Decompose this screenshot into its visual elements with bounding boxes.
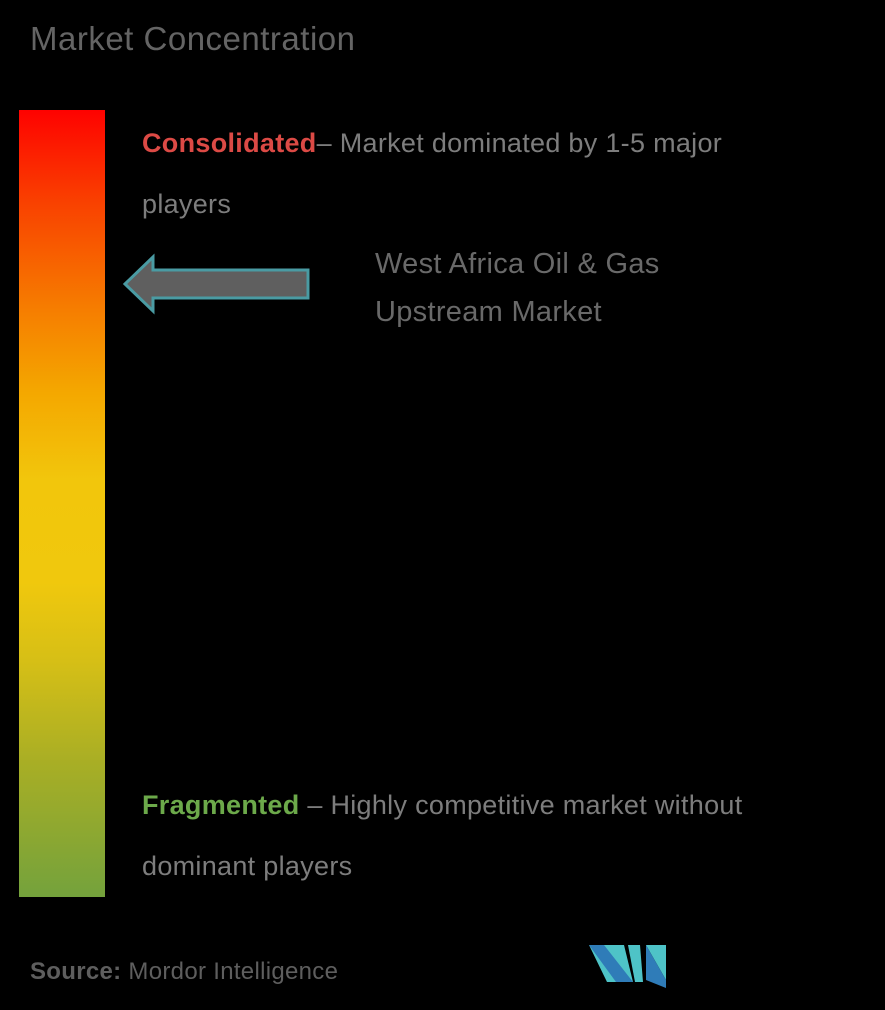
fragmented-label: Fragmented xyxy=(142,790,300,820)
fragmented-legend: Fragmented – Highly competitive market w… xyxy=(142,775,842,897)
market-name-line2: Upstream Market xyxy=(375,296,602,328)
consolidated-description: – Market dominated by 1-5 major players xyxy=(142,128,723,219)
concentration-gradient-scale xyxy=(19,110,105,897)
consolidated-legend: Consolidated– Market dominated by 1-5 ma… xyxy=(142,113,804,235)
source-value: Mordor Intelligence xyxy=(121,958,339,985)
left-arrow-icon xyxy=(122,253,310,315)
mordor-intelligence-logo-icon xyxy=(589,945,666,988)
source-attribution: Source: Mordor Intelligence xyxy=(30,958,338,986)
market-name-line1: West Africa Oil & Gas xyxy=(375,248,660,280)
source-label: Source: xyxy=(30,958,122,985)
market-name-label: West Africa Oil & Gas Upstream Market xyxy=(375,240,660,336)
consolidated-label: Consolidated xyxy=(142,128,317,158)
fragmented-description: – Highly competitive market without domi… xyxy=(142,790,743,881)
page-title: Market Concentration xyxy=(30,20,356,57)
